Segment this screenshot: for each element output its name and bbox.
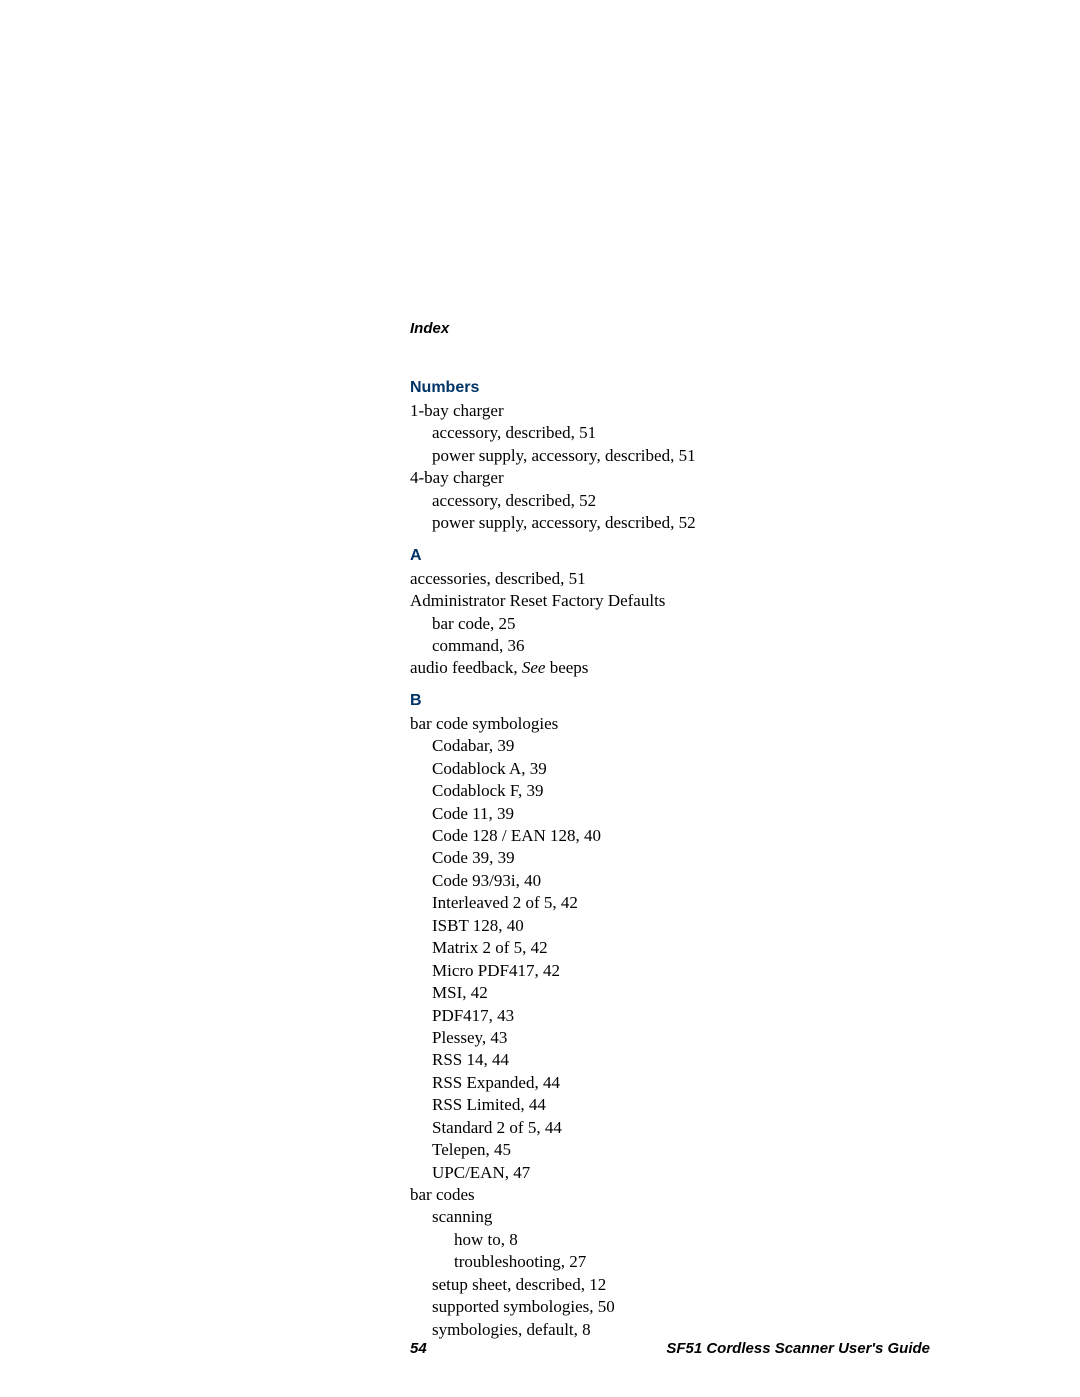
index-entry: setup sheet, described, 12 [432,1274,930,1296]
index-entry: Plessey, 43 [432,1027,930,1049]
index-entry: bar code, 25 [432,613,930,635]
index-entry: scanning [432,1206,930,1228]
index-entry: Telepen, 45 [432,1139,930,1161]
index-entry: Code 93/93i, 40 [432,870,930,892]
index-entry: Codablock F, 39 [432,780,930,802]
see-reference: See [522,658,546,677]
index-entry: Standard 2 of 5, 44 [432,1117,930,1139]
index-entry: RSS 14, 44 [432,1049,930,1071]
index-entry: how to, 8 [454,1229,930,1251]
index-entry: RSS Limited, 44 [432,1094,930,1116]
index-entry: ISBT 128, 40 [432,915,930,937]
page-footer: 54 SF51 Cordless Scanner User's Guide [410,1340,930,1357]
index-entry: accessories, described, 51 [410,568,930,590]
index-header: Index [410,320,930,337]
index-entry: 4-bay charger [410,467,930,489]
entry-text: beeps [545,658,588,677]
index-entry: MSI, 42 [432,982,930,1004]
index-entry: Codabar, 39 [432,735,930,757]
section-a: A accessories, described, 51 Administrat… [410,547,930,680]
section-letter-b: B [410,692,930,710]
index-entry: power supply, accessory, described, 52 [432,512,930,534]
index-entry: Interleaved 2 of 5, 42 [432,892,930,914]
index-entry: PDF417, 43 [432,1005,930,1027]
index-entry: accessory, described, 51 [432,422,930,444]
footer-title: SF51 Cordless Scanner User's Guide [666,1340,930,1357]
index-entry: RSS Expanded, 44 [432,1072,930,1094]
index-entry: command, 36 [432,635,930,657]
index-entry: Code 11, 39 [432,803,930,825]
index-entry: supported symbologies, 50 [432,1296,930,1318]
index-entry: troubleshooting, 27 [454,1251,930,1273]
index-entry: Code 128 / EAN 128, 40 [432,825,930,847]
index-entry: bar code symbologies [410,713,930,735]
index-entry: audio feedback, See beeps [410,657,930,679]
index-entry: bar codes [410,1184,930,1206]
index-entry: accessory, described, 52 [432,490,930,512]
entry-text: audio feedback, [410,658,522,677]
index-entry: 1-bay charger [410,400,930,422]
index-entry: Administrator Reset Factory Defaults [410,590,930,612]
page-number: 54 [410,1340,427,1357]
section-numbers: Numbers 1-bay charger accessory, describ… [410,379,930,535]
index-entry: Code 39, 39 [432,847,930,869]
index-entry: UPC/EAN, 47 [432,1162,930,1184]
section-letter-numbers: Numbers [410,379,930,397]
document-page: Index Numbers 1-bay charger accessory, d… [0,0,1080,1397]
index-entry: Micro PDF417, 42 [432,960,930,982]
index-entry: symbologies, default, 8 [432,1319,930,1341]
section-letter-a: A [410,547,930,565]
index-entry: Matrix 2 of 5, 42 [432,937,930,959]
section-b: B bar code symbologies Codabar, 39 Codab… [410,692,930,1341]
index-entry: Codablock A, 39 [432,758,930,780]
index-entry: power supply, accessory, described, 51 [432,445,930,467]
